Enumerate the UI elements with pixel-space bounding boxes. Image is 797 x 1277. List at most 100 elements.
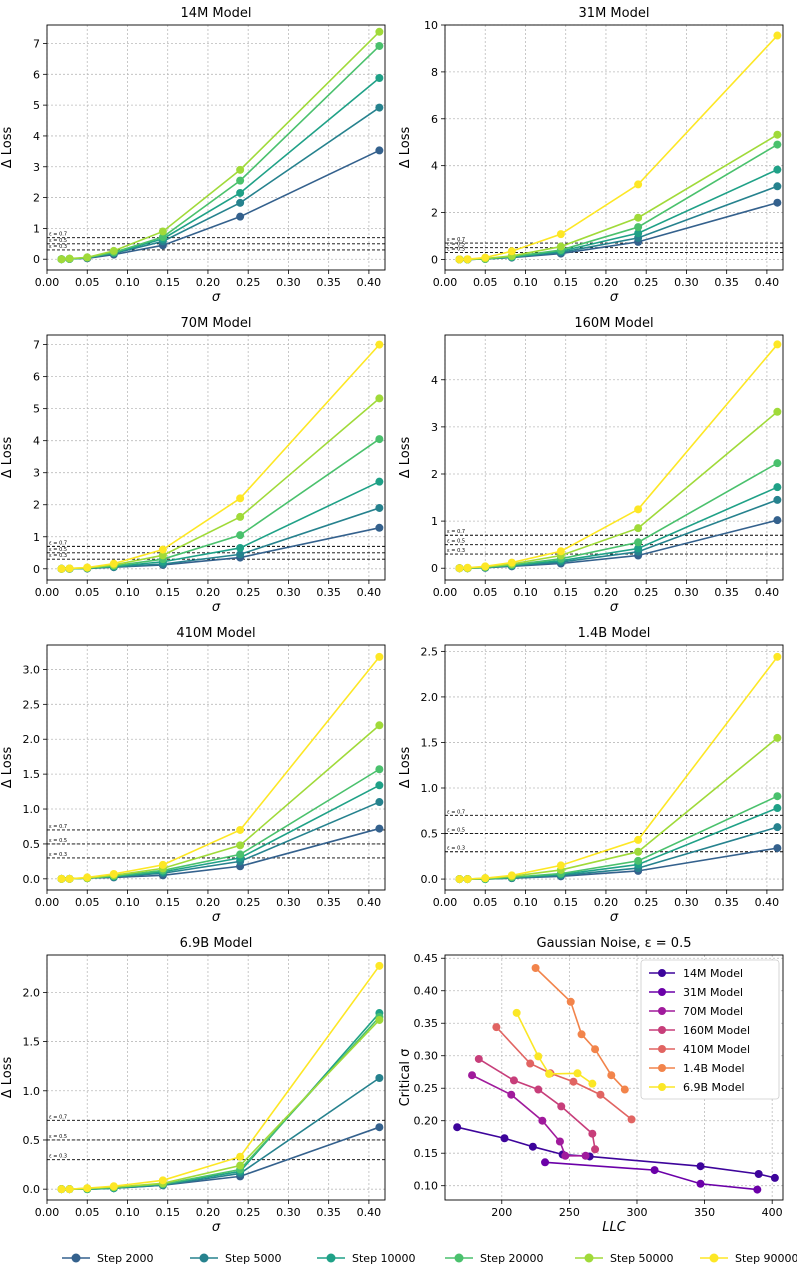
axes-frame xyxy=(444,24,784,271)
chart-panel-5: 0.00 0.05 0.10 0.15 0.20 0.25 0.30 0.35 0.40 0.0 0… xyxy=(398,626,784,925)
x-tick-label: 0.25 xyxy=(236,276,261,289)
chart-title: 6.9B Model xyxy=(180,936,253,951)
x-tick-label: 0.25 xyxy=(236,1206,261,1219)
series-line xyxy=(61,1019,380,1190)
data-point xyxy=(773,652,782,661)
axes-frame xyxy=(46,334,386,581)
data-point xyxy=(57,255,66,264)
data-point xyxy=(236,198,245,207)
data-point xyxy=(773,182,782,191)
data-point xyxy=(634,538,643,547)
data-point xyxy=(481,562,490,571)
data-point xyxy=(773,198,782,207)
chart-title: 1.4B Model xyxy=(578,626,651,641)
y-axis-label: Δ Loss xyxy=(398,437,413,479)
legend-label: Step 50000 xyxy=(610,1252,674,1265)
data-point xyxy=(57,1185,66,1194)
data-point xyxy=(588,1079,597,1088)
chart-title: 160M Model xyxy=(574,316,653,331)
x-axis-label: LLC xyxy=(602,1220,626,1235)
chart-panel-6: 0.00 0.05 0.10 0.15 0.20 0.25 0.30 0.35 0.40 0.0 0… xyxy=(0,936,386,1235)
data-point xyxy=(83,873,92,882)
data-point xyxy=(375,824,384,833)
threshold-label: ε = 0.5 xyxy=(447,539,465,545)
series-line xyxy=(61,1126,380,1190)
x-tick-label: 0.05 xyxy=(75,1206,100,1219)
data-point xyxy=(634,847,643,856)
data-point xyxy=(236,850,245,859)
x-tick-label: 0.05 xyxy=(75,586,100,599)
x-tick-label: 0.35 xyxy=(714,586,739,599)
data-point xyxy=(531,963,540,972)
legend-label: Step 10000 xyxy=(352,1252,416,1265)
y-tick-label: 0 xyxy=(431,253,438,266)
legend-label: Step 5000 xyxy=(225,1252,282,1265)
y-tick-label: 0.5 xyxy=(421,828,439,841)
data-point xyxy=(236,825,245,834)
y-tick-label: 3 xyxy=(33,467,40,480)
x-tick-label: 0.20 xyxy=(196,1206,221,1219)
data-point xyxy=(773,733,782,742)
series-line xyxy=(459,462,778,570)
data-point xyxy=(561,1151,570,1160)
x-tick-label: 0.40 xyxy=(357,1206,382,1219)
y-tick-label: 7 xyxy=(33,339,40,352)
x-tick-label: 0.00 xyxy=(35,276,60,289)
y-axis-label: Δ Loss xyxy=(398,747,413,789)
data-point xyxy=(577,1030,586,1039)
y-axis-label: Δ Loss xyxy=(0,127,15,169)
threshold-label: ε = 0.3 xyxy=(49,553,67,559)
y-tick-label: 0.5 xyxy=(23,838,41,851)
data-point xyxy=(753,1185,762,1194)
data-point xyxy=(481,253,490,262)
x-tick-label: 0.25 xyxy=(634,276,659,289)
data-point xyxy=(500,1134,509,1143)
series-line xyxy=(61,965,381,1190)
x-tick-label: 0.30 xyxy=(674,276,699,289)
y-tick-label: 0.45 xyxy=(414,952,439,965)
threshold-label: ε = 0.7 xyxy=(447,237,465,243)
data-point xyxy=(591,1045,600,1054)
x-tick-label: 0.00 xyxy=(35,1206,60,1219)
chart-panel-3: 0.00 0.05 0.10 0.15 0.20 0.25 0.30 0.35 0.40 0 1 2 3… xyxy=(398,316,784,615)
y-tick-label: 1 xyxy=(33,531,40,544)
data-point xyxy=(375,781,384,790)
data-point xyxy=(236,841,245,850)
series-line xyxy=(471,1074,586,1157)
threshold-label: ε = 0.7 xyxy=(49,232,67,238)
y-tick-label: 1.5 xyxy=(421,736,439,749)
data-point xyxy=(375,961,384,970)
y-tick-label: 3 xyxy=(33,161,40,174)
x-tick-label: 0.35 xyxy=(316,896,341,909)
axes-frame xyxy=(444,954,784,1201)
threshold-label: ε = 0.5 xyxy=(49,1134,67,1140)
data-point xyxy=(455,255,464,264)
data-point xyxy=(509,1076,518,1085)
threshold-label: ε = 0.7 xyxy=(49,540,67,546)
data-point xyxy=(109,1182,118,1191)
data-point xyxy=(375,721,384,730)
x-tick-label: 0.35 xyxy=(316,1206,341,1219)
y-tick-label: 0.40 xyxy=(414,985,439,998)
y-tick-label: 7 xyxy=(33,37,40,50)
threshold-label: ε = 0.3 xyxy=(49,852,67,858)
data-point xyxy=(596,1090,605,1099)
data-point xyxy=(773,483,782,492)
data-point xyxy=(375,1015,384,1024)
series-line xyxy=(61,527,380,570)
data-point xyxy=(773,516,782,525)
legend-swatch-marker xyxy=(326,1253,336,1263)
data-point xyxy=(236,531,245,540)
legend-label: 410M Model xyxy=(683,1043,750,1056)
data-point xyxy=(754,1170,763,1179)
data-point xyxy=(507,558,516,567)
legend-box xyxy=(640,959,780,1100)
x-tick-label: 200 xyxy=(491,1206,512,1219)
y-tick-label: 4 xyxy=(431,374,438,387)
x-tick-label: 0.20 xyxy=(594,896,619,909)
x-tick-label: 0.40 xyxy=(755,276,780,289)
x-tick-label: 0.30 xyxy=(674,896,699,909)
x-tick-label: 0.00 xyxy=(433,896,458,909)
x-tick-label: 0.00 xyxy=(433,276,458,289)
x-tick-label: 0.00 xyxy=(433,586,458,599)
